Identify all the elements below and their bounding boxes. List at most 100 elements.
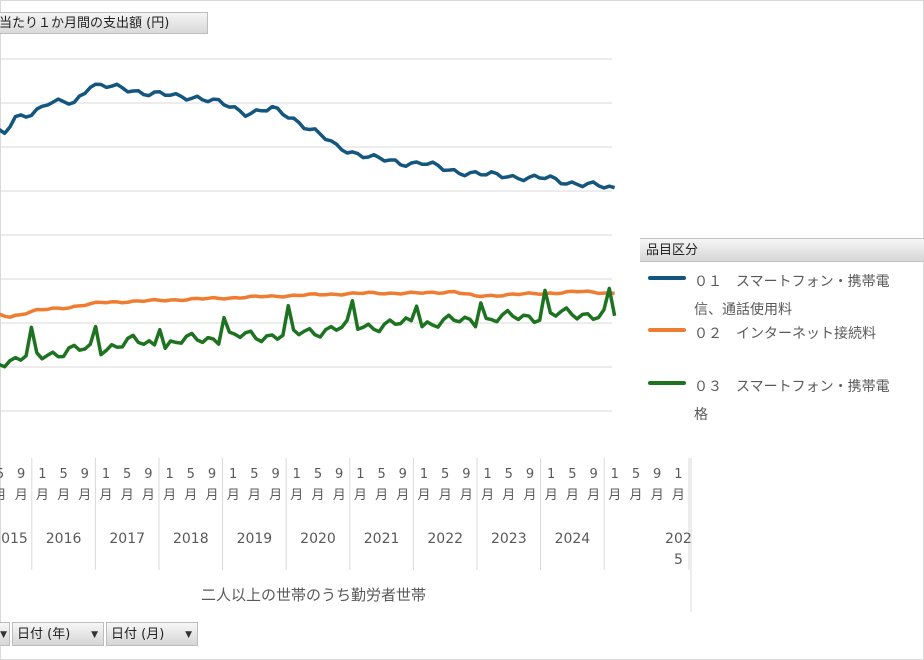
x-year-label: 2020: [300, 531, 336, 547]
series-lines: [0, 82, 617, 369]
x-tick-label: 9: [526, 467, 534, 482]
x-tick-label: 5: [187, 467, 195, 482]
x-tick-label: 1: [38, 467, 46, 482]
x-tick-month-label: 月: [502, 488, 515, 503]
x-tick-month-label: 月: [227, 488, 240, 503]
x-tick-month-label: 月: [0, 488, 7, 503]
x-tick-month-label: 月: [163, 488, 176, 503]
x-tick-label: 5: [632, 467, 640, 482]
x-tick-month-label: 月: [78, 488, 91, 503]
x-tick-label: 9: [589, 467, 597, 482]
x-tick-label: 1: [547, 467, 555, 482]
x-tick-month-label: 月: [608, 488, 621, 503]
x-tick-label: 1: [229, 467, 237, 482]
x-tick-label: 1: [611, 467, 619, 482]
x-tick-label: 5: [0, 467, 4, 482]
x-tick-label: 5: [441, 467, 449, 482]
x-tick-label: 5: [250, 467, 258, 482]
axis-field-label: 二人以上の世帯のうち勤労者世帯: [200, 586, 426, 604]
x-tick-label: 5: [377, 467, 385, 482]
x-tick-label: 5: [505, 467, 513, 482]
x-year-label: 2016: [46, 531, 82, 547]
x-year-label: 2023: [491, 531, 527, 547]
month-field-label: 日付 (月): [111, 627, 165, 642]
x-tick-month-label: 月: [311, 488, 324, 503]
x-tick-month-label: 月: [15, 488, 28, 503]
x-tick-month-label: 月: [629, 488, 642, 503]
x-tick-month-label: 月: [57, 488, 70, 503]
x-tick-label: 9: [399, 467, 407, 482]
x-tick-month-label: 月: [184, 488, 197, 503]
x-year-label: 2015: [0, 531, 28, 547]
value-field-button[interactable]: 当たり１か月間の支出額 (円): [0, 12, 208, 34]
x-tick-month-label: 月: [566, 488, 579, 503]
x-tick-month-label: 月: [99, 488, 112, 503]
x-year-label: 2021: [364, 531, 400, 547]
x-tick-month-label: 月: [354, 488, 367, 503]
x-tick-label: 5: [568, 467, 576, 482]
gridlines: [0, 58, 612, 412]
x-tick-label: 5: [123, 467, 131, 482]
x-tick-label: 1: [356, 467, 364, 482]
x-tick-month-label: 月: [36, 488, 49, 503]
x-tick-month-label: 月: [672, 488, 685, 503]
x-tick-label: 9: [653, 467, 661, 482]
x-tick-month-label: 月: [248, 488, 261, 503]
x-year-label: 2017: [109, 531, 145, 547]
year-field-dropdown[interactable]: 日付 (年) ▼: [12, 622, 104, 646]
x-year-label: 2024: [555, 531, 591, 547]
x-tick-month-label: 月: [290, 488, 303, 503]
x-tick-month-label: 月: [545, 488, 558, 503]
x-tick-month-label: 月: [333, 488, 346, 503]
x-tick-month-label: 月: [417, 488, 430, 503]
x-year-label: 2018: [173, 531, 209, 547]
x-tick-month-label: 月: [651, 488, 664, 503]
x-tick-month-label: 月: [205, 488, 218, 503]
x-tick-label: 9: [462, 467, 470, 482]
x-tick-label: 1: [483, 467, 491, 482]
x-tick-month-label: 月: [439, 488, 452, 503]
x-tick-label: 1: [293, 467, 301, 482]
x-tick-label: 9: [208, 467, 216, 482]
series-line-1: [0, 82, 616, 190]
x-year-label: 202 5: [665, 531, 692, 568]
legend-swatch-02: [648, 328, 686, 332]
x-tick-month-label: 月: [460, 488, 473, 503]
axis-field-title: 二人以上の世帯のうち勤労者世帯: [0, 584, 612, 605]
x-tick-month-label: 月: [375, 488, 388, 503]
chevron-down-icon: ▼: [91, 630, 98, 640]
x-tick-label: 9: [144, 467, 152, 482]
chevron-down-icon: ▼: [185, 630, 192, 640]
legend-label-03: ０３ スマートフォン・携帯電 格: [694, 379, 890, 423]
legend-label-01: ０１ スマートフォン・携帯電 信、通話使用料: [694, 274, 890, 318]
x-tick-month-label: 月: [269, 488, 282, 503]
x-tick-label: 5: [314, 467, 322, 482]
month-field-dropdown[interactable]: 日付 (月) ▼: [106, 622, 198, 646]
x-tick-month-label: 月: [121, 488, 134, 503]
x-tick-label: 1: [674, 467, 682, 482]
x-tick-month-label: 月: [523, 488, 536, 503]
x-axis: 5月9月1月5月9月1月5月9月1月5月9月1月5月9月1月5月9月1月5月9月…: [0, 458, 692, 612]
series-line-3: [0, 286, 617, 369]
x-tick-label: 9: [335, 467, 343, 482]
x-tick-label: 9: [17, 467, 25, 482]
x-tick-label: 1: [165, 467, 173, 482]
x-tick-month-label: 月: [481, 488, 494, 503]
legend-swatch-01: [648, 276, 686, 280]
x-tick-label: 9: [81, 467, 89, 482]
x-tick-label: 1: [102, 467, 110, 482]
x-tick-month-label: 月: [142, 488, 155, 503]
x-tick-label: 5: [59, 467, 67, 482]
x-tick-label: 1: [420, 467, 428, 482]
legend-label-02: ０２ インターネット接続料: [694, 326, 876, 342]
x-year-label: 2019: [237, 531, 273, 547]
legend-title[interactable]: 品目区分: [640, 238, 924, 262]
legend-swatch-03: [648, 381, 686, 385]
series-line-2: [0, 289, 615, 319]
year-field-label: 日付 (年): [17, 627, 71, 642]
x-tick-month-label: 月: [396, 488, 409, 503]
filter-funnel-button[interactable]: ▼: [0, 622, 10, 646]
value-field-label: 当たり１か月間の支出額 (円): [0, 16, 170, 31]
x-tick-month-label: 月: [587, 488, 600, 503]
